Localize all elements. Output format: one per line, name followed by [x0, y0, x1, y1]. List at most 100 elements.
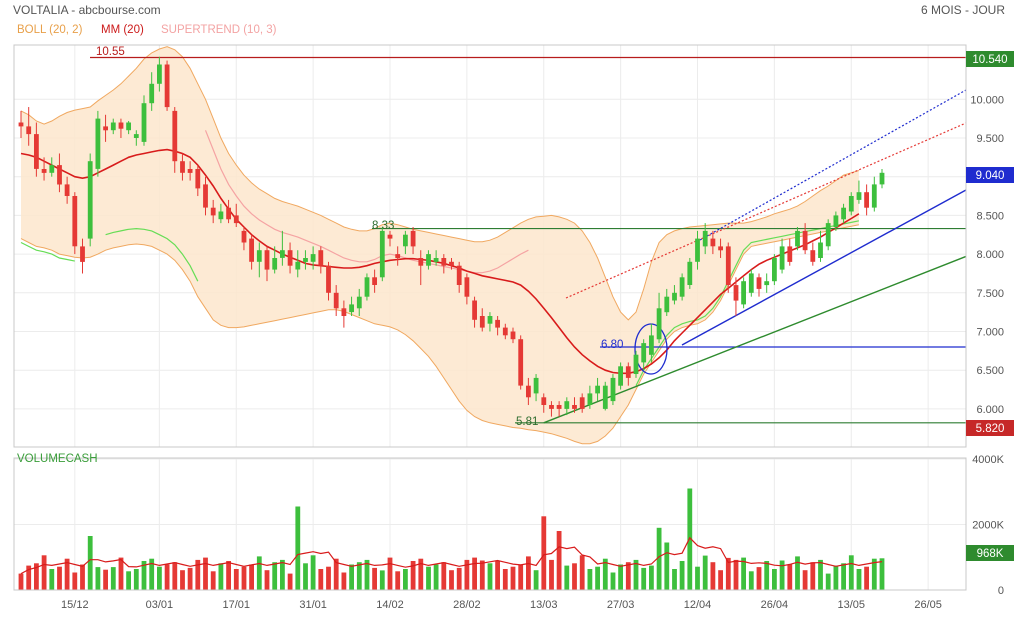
supertrend-segment [20, 241, 75, 262]
volume-bar [26, 565, 32, 590]
candle-body [280, 250, 285, 258]
candle-body [195, 169, 201, 189]
badge-968k-bg [966, 545, 1014, 561]
candle-body [226, 207, 231, 220]
candle-body [579, 397, 585, 409]
volume-bar [195, 559, 201, 590]
candle-body [656, 308, 662, 340]
volume-bar [679, 561, 685, 590]
legend-volume: VOLUMECASH [17, 453, 98, 465]
y-tick-label: 7.000 [976, 326, 1004, 338]
volume-bar [103, 569, 108, 590]
candle-body [310, 254, 316, 262]
volume-bar [64, 558, 70, 590]
candle-body [72, 196, 78, 247]
volume-bar [187, 567, 193, 590]
bollinger-lower [20, 224, 859, 445]
x-tick-label: 26/05 [914, 599, 942, 611]
volume-bar [856, 569, 862, 590]
badge-5-820: 5.820 [966, 420, 1014, 436]
candle-body [395, 254, 401, 258]
volume-bar [502, 569, 508, 590]
candle-body [272, 258, 278, 270]
volume-bar [633, 559, 639, 590]
candle-body [779, 246, 785, 270]
volume-bar [87, 536, 93, 590]
candle-body [802, 230, 808, 251]
volume-bar [203, 557, 208, 590]
volume-bar [272, 562, 278, 590]
candle-body [256, 250, 262, 262]
volume-bar [356, 562, 362, 590]
y-tick-label: 9.500 [976, 133, 1004, 145]
volume-bar [610, 572, 616, 590]
volume-bar [80, 564, 85, 590]
candle-body [87, 161, 93, 239]
x-tick-label: 28/02 [453, 599, 481, 611]
candle-body [764, 281, 770, 286]
y-tick-label: 6.000 [976, 404, 1004, 416]
volume-bar [256, 556, 262, 590]
x-tick-label: 17/01 [222, 599, 250, 611]
candle-body [518, 339, 524, 386]
volume-bar [556, 531, 562, 590]
volume-frame [13, 457, 967, 591]
volume-bar [549, 559, 554, 590]
x-tick-label: 12/04 [684, 599, 712, 611]
volume-bar [818, 559, 823, 590]
candlesticks [18, 56, 885, 417]
volume-bar [564, 565, 570, 590]
candle-body [303, 258, 308, 262]
volume-bar [464, 559, 470, 590]
candle-body [18, 122, 24, 127]
candle-body [172, 110, 178, 162]
period-label: 6 MOIS - JOUR [921, 3, 1005, 17]
volume-bar [526, 556, 531, 590]
y-tick-label: 8.500 [976, 210, 1004, 222]
legend-supertrend: SUPERTREND (10, 3) [161, 24, 277, 36]
candle-body [387, 234, 393, 239]
badge-9-040-text: 9.040 [976, 170, 1005, 182]
x-tick-label: 31/01 [299, 599, 327, 611]
candle-body [564, 401, 570, 409]
candle-body [341, 308, 347, 316]
x-tick-label: 15/12 [61, 599, 89, 611]
volume-bar [579, 555, 585, 590]
volume-bar [787, 564, 793, 590]
volume-bar [379, 570, 385, 590]
candle-body [572, 405, 577, 409]
candle-body [533, 377, 539, 394]
volume-bar [280, 559, 285, 590]
volume-bar [841, 563, 846, 590]
candle-body [64, 184, 70, 196]
x-tick-label: 26/04 [761, 599, 789, 611]
candle-body [379, 230, 385, 278]
candle-body [333, 292, 339, 309]
candle-body [164, 64, 170, 108]
volume-bar [756, 567, 762, 590]
candle-body [218, 211, 224, 220]
horizontal-levels [90, 56, 966, 424]
candle-body [718, 246, 723, 251]
vol-tick-label: 0 [998, 585, 1004, 597]
chart-title: VOLTALIA - abcbourse.com [13, 3, 161, 17]
candle-body [318, 250, 324, 266]
candle-body [810, 250, 816, 262]
volume-bar [833, 565, 839, 590]
candle-body [702, 230, 708, 247]
volume-bar [418, 558, 424, 590]
volume-bar [572, 563, 577, 590]
trendline-blue [681, 189, 967, 346]
volume-bar [449, 570, 454, 590]
badge-9-040: 9.040 [966, 167, 1014, 183]
volume-bar [733, 559, 739, 590]
candle-body [825, 223, 831, 247]
x-tick-label: 03/01 [146, 599, 174, 611]
candle-body [103, 126, 108, 131]
volume-bar [287, 573, 293, 590]
candle-body [118, 122, 124, 129]
candle-body [287, 250, 293, 266]
legend-mm: MM (20) [101, 24, 144, 36]
x-tick-label: 27/03 [607, 599, 635, 611]
